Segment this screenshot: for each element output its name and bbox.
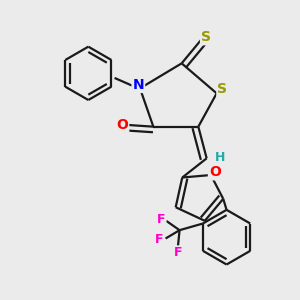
Text: H: H: [215, 151, 225, 164]
Text: F: F: [174, 246, 182, 259]
Text: O: O: [116, 118, 128, 132]
Text: S: S: [201, 30, 211, 44]
Text: O: O: [209, 165, 221, 179]
Text: F: F: [155, 233, 164, 246]
Text: S: S: [217, 82, 227, 96]
Text: F: F: [157, 213, 166, 226]
Text: N: N: [133, 78, 144, 92]
